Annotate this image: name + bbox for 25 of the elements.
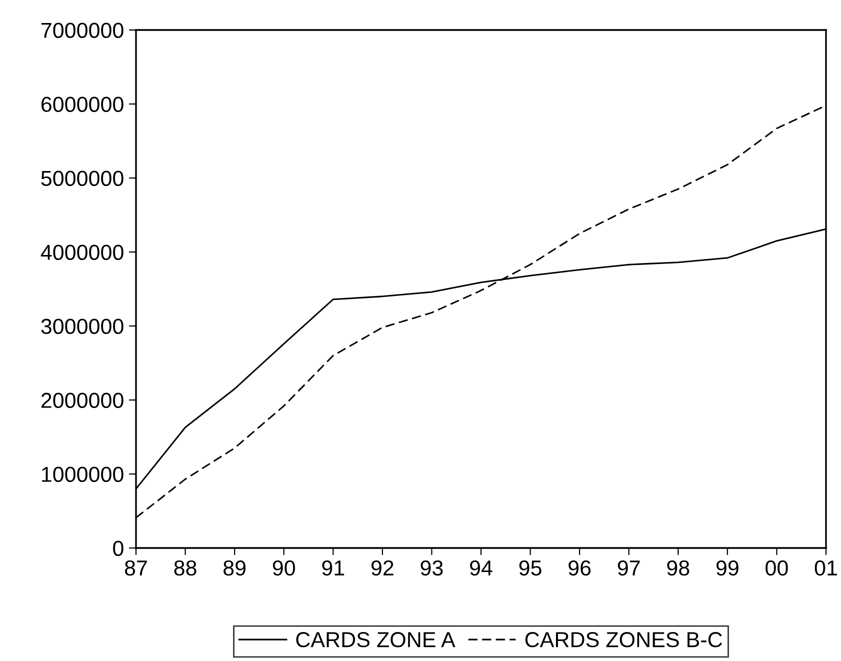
x-tick-label: 89	[224, 560, 246, 576]
x-tick-label: 93	[420, 560, 443, 576]
legend-label: CARDS ZONES B-C	[525, 632, 722, 648]
y-tick-label: 6000000	[41, 96, 124, 112]
x-tick-label: 88	[174, 560, 196, 576]
y-tick-label: 3000000	[41, 318, 124, 334]
y-tick-label: 4000000	[40, 244, 124, 260]
x-tick-label: 95	[519, 560, 542, 576]
legend-label: CARDS ZONE A	[296, 632, 456, 648]
x-tick-label: 96	[568, 560, 591, 576]
y-tick-label: 0	[113, 540, 124, 556]
y-tick-label: 5000000	[41, 170, 124, 186]
x-tick-label: 90	[272, 560, 295, 576]
x-tick-label: 99	[716, 560, 738, 576]
x-tick-label: 92	[371, 560, 394, 576]
x-tick-label: 00	[766, 560, 788, 576]
y-tick-label: 7000000	[42, 22, 124, 38]
x-tick-label: 94	[470, 560, 492, 576]
x-tick-label: 91	[322, 560, 344, 576]
x-tick-label: 98	[667, 560, 690, 576]
x-tick-label: 97	[618, 560, 640, 576]
y-tick-label: 1000000	[42, 466, 124, 482]
x-tick-label: 01	[814, 560, 837, 576]
x-tick-label: 87	[124, 560, 147, 576]
y-tick-label: 2000000	[41, 392, 124, 408]
